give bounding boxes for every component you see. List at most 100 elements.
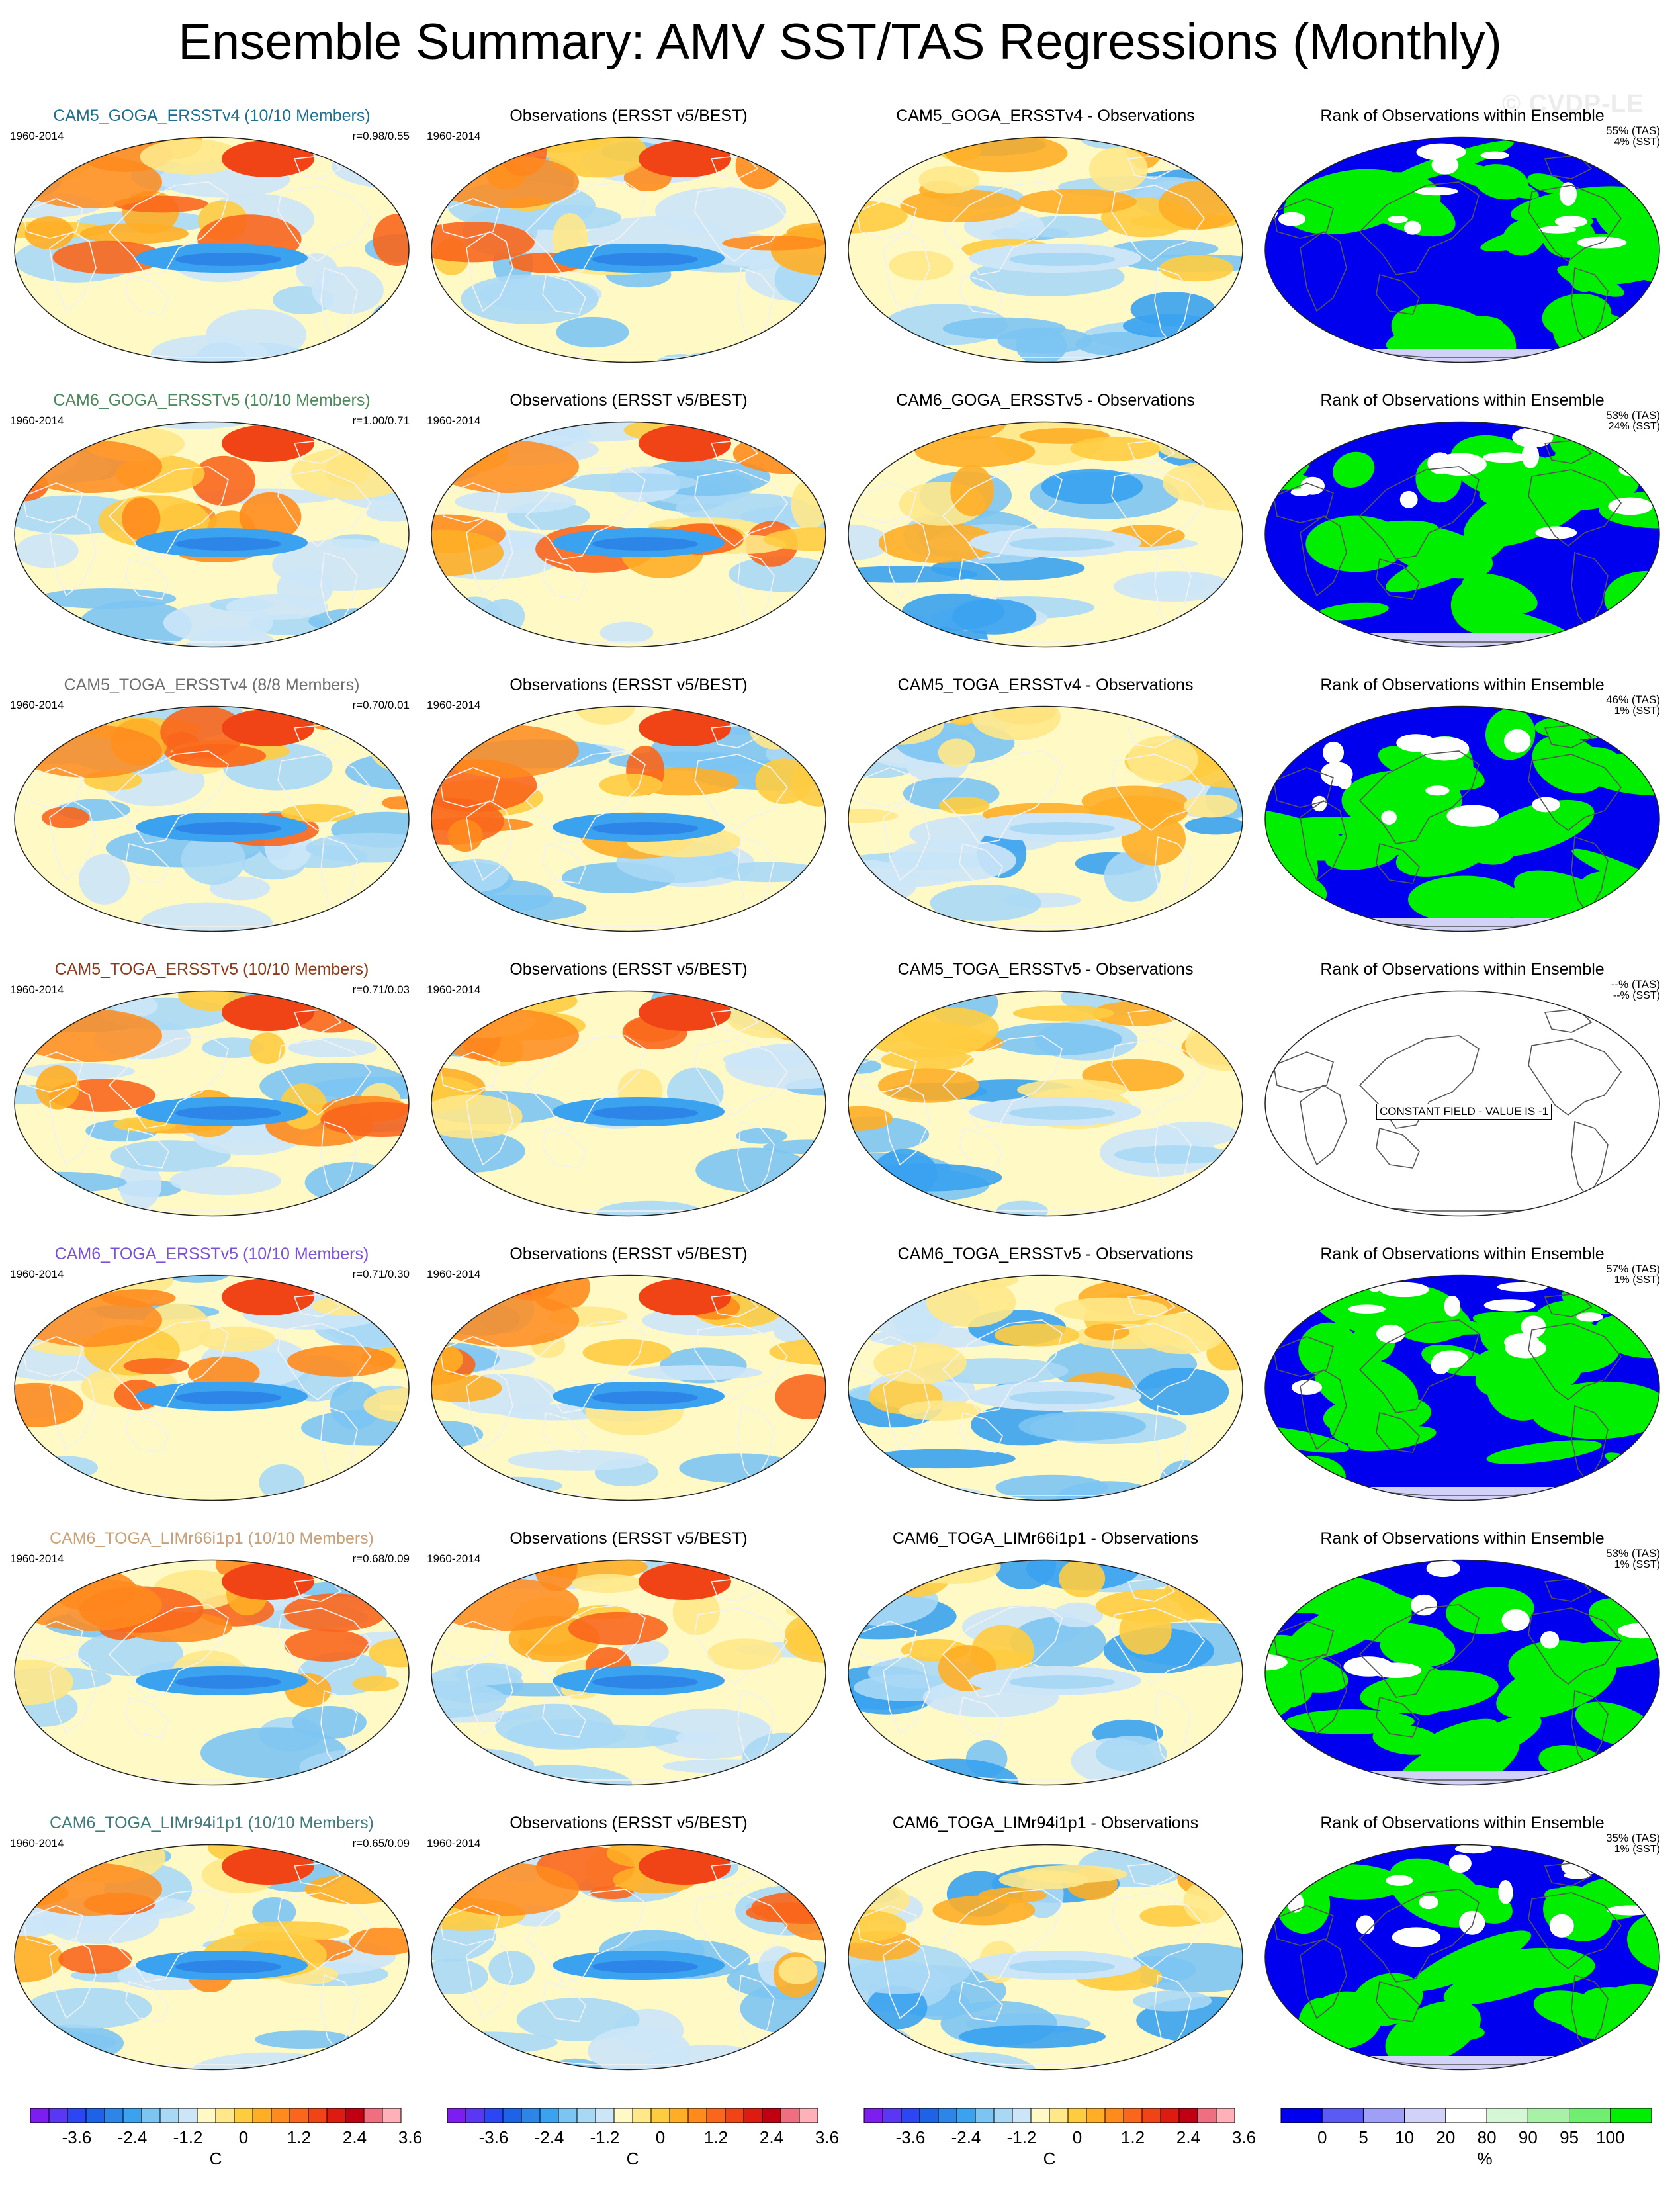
pattern-correlation-label: r=1.00/0.71 bbox=[352, 414, 410, 427]
colorbar-swatch bbox=[197, 2108, 216, 2123]
panel-title: CAM6_TOGA_LIMr66i1p1 (10/10 Members) bbox=[49, 1529, 374, 1548]
panel-title: CAM5_GOGA_ERSSTv4 (10/10 Members) bbox=[53, 107, 371, 125]
colorbar-tick-label: -1.2 bbox=[173, 2127, 203, 2147]
colorbar-swatch bbox=[382, 2108, 402, 2123]
panel-r5-c1: CAM6_TOGA_ERSSTv5 (10/10 Members) 1960-20… bbox=[10, 1244, 414, 1509]
sst-rank-label: --% (SST) bbox=[1613, 990, 1660, 1001]
colorbar-tick-label: 3.6 bbox=[1231, 2127, 1257, 2147]
colorbar-tick-label: -1.2 bbox=[1006, 2127, 1037, 2147]
panel-r2-c3: CAM6_GOGA_ERSSTv5 - Observations bbox=[844, 390, 1247, 655]
colorbar-swatch bbox=[1067, 2108, 1087, 2123]
colorbar-swatch bbox=[122, 2108, 142, 2123]
model-regression-map bbox=[14, 990, 410, 1217]
period-label: 1960-2014 bbox=[427, 983, 481, 996]
colorbar-swatch bbox=[1160, 2108, 1180, 2123]
colorbar-swatch bbox=[1197, 2108, 1217, 2123]
colorbar-tick-label: 90 bbox=[1518, 2127, 1538, 2147]
panel-title: Observations (ERSST v5/BEST) bbox=[509, 391, 748, 410]
colorbar-swatch bbox=[326, 2108, 346, 2123]
colorbar-swatch bbox=[48, 2108, 68, 2123]
colorbar-swatches bbox=[863, 2108, 1235, 2123]
panel-r3-c2: Observations (ERSST v5/BEST) 1960-2014 bbox=[427, 675, 830, 940]
colorbar-swatch bbox=[863, 2108, 883, 2123]
colorbar-swatch bbox=[1123, 2108, 1143, 2123]
colorbar-swatch bbox=[780, 2108, 800, 2123]
colorbar-swatch bbox=[30, 2108, 50, 2123]
period-label: 1960-2014 bbox=[427, 1552, 481, 1565]
colorbar-swatch bbox=[345, 2108, 365, 2123]
panel-title: Rank of Observations within Ensemble bbox=[1320, 676, 1605, 694]
colorbar-swatch bbox=[1216, 2108, 1235, 2123]
colorbar-swatch bbox=[178, 2108, 198, 2123]
colorbar-swatches bbox=[447, 2108, 818, 2123]
panel-title: Rank of Observations within Ensemble bbox=[1320, 391, 1605, 410]
colorbar-swatch bbox=[215, 2108, 235, 2123]
panel-title: Rank of Observations within Ensemble bbox=[1320, 107, 1605, 125]
colorbar-tick-label: -2.4 bbox=[951, 2127, 981, 2147]
difference-map bbox=[848, 1559, 1243, 1786]
colorbar-swatch bbox=[539, 2108, 559, 2123]
colorbar-swatches bbox=[1280, 2108, 1652, 2123]
colorbar-swatch bbox=[993, 2108, 1013, 2123]
colorbar-tick-label: 2.4 bbox=[342, 2127, 367, 2147]
colorbar-swatch bbox=[104, 2108, 124, 2123]
colorbar-swatch bbox=[1280, 2108, 1323, 2123]
panel-r1-c3: CAM5_GOGA_ERSSTv4 - Observations bbox=[844, 106, 1247, 371]
sst-rank-label: 24% (SST) bbox=[1608, 421, 1660, 432]
period-label: 1960-2014 bbox=[427, 414, 481, 427]
tas-rank-label: 53% (TAS) bbox=[1606, 409, 1660, 422]
panel-title: CAM5_TOGA_ERSSTv4 (8/8 Members) bbox=[64, 676, 360, 694]
colorbar-unit-label: C bbox=[626, 2149, 639, 2168]
pattern-correlation-label: r=0.71/0.03 bbox=[352, 983, 410, 996]
colorbar-swatch bbox=[234, 2108, 253, 2123]
difference-map bbox=[848, 421, 1243, 648]
colorbar-swatch bbox=[67, 2108, 87, 2123]
panel-r4-c4: Rank of Observations within Ensemble --% … bbox=[1260, 959, 1664, 1224]
panel-r3-c4: Rank of Observations within Ensemble 46% … bbox=[1260, 675, 1664, 940]
colorbar-swatch bbox=[252, 2108, 272, 2123]
panel-title: CAM5_TOGA_ERSSTv5 - Observations bbox=[897, 960, 1194, 979]
panel-title: Rank of Observations within Ensemble bbox=[1320, 1529, 1605, 1548]
colorbar-unit-label: C bbox=[209, 2149, 222, 2168]
panel-r5-c2: Observations (ERSST v5/BEST) 1960-2014 bbox=[427, 1244, 830, 1509]
period-label: 1960-2014 bbox=[10, 699, 64, 711]
colorbar-swatch bbox=[308, 2108, 328, 2123]
colorbar-swatch bbox=[576, 2108, 596, 2123]
colorbar-swatch bbox=[669, 2108, 689, 2123]
colorbar-swatch bbox=[141, 2108, 161, 2123]
rank-map bbox=[1264, 1844, 1660, 2071]
colorbar-swatch bbox=[1404, 2108, 1446, 2123]
colorbar-swatch bbox=[882, 2108, 902, 2123]
panel-title: Observations (ERSST v5/BEST) bbox=[509, 1814, 748, 1832]
difference-map bbox=[848, 1274, 1243, 1501]
colorbar-tick-label: 10 bbox=[1395, 2127, 1415, 2147]
figure-title: Ensemble Summary: AMV SST/TAS Regression… bbox=[178, 14, 1502, 70]
colorbar-swatch bbox=[521, 2108, 541, 2123]
pattern-correlation-label: r=0.65/0.09 bbox=[352, 1837, 410, 1850]
tas-rank-label: --% (TAS) bbox=[1611, 978, 1660, 991]
tas-rank-label: 46% (TAS) bbox=[1606, 693, 1660, 706]
panel-r7-c4: Rank of Observations within Ensemble 35% … bbox=[1260, 1813, 1664, 2078]
colorbar-swatch bbox=[1141, 2108, 1161, 2123]
colorbar-swatch bbox=[901, 2108, 920, 2123]
tas-rank-label: 35% (TAS) bbox=[1606, 1832, 1660, 1844]
colorbar-swatch bbox=[85, 2108, 105, 2123]
colorbar-tick-label: 2.4 bbox=[759, 2127, 784, 2147]
model-regression-map bbox=[14, 1844, 410, 2071]
watermark-logo: © CVDP-LE bbox=[1502, 90, 1644, 118]
panel-r4-c1: CAM5_TOGA_ERSSTv5 (10/10 Members) 1960-20… bbox=[10, 959, 414, 1224]
colorbar-swatch bbox=[502, 2108, 522, 2123]
panel-r5-c4: Rank of Observations within Ensemble 57% … bbox=[1260, 1244, 1664, 1509]
colorbar-swatch bbox=[1569, 2108, 1611, 2123]
colorbar-swatch bbox=[465, 2108, 485, 2123]
colorbar-swatch bbox=[919, 2108, 939, 2123]
panel-r2-c1: CAM6_GOGA_ERSSTv5 (10/10 Members) 1960-20… bbox=[10, 390, 414, 655]
model-regression-map bbox=[14, 1559, 410, 1786]
colorbar-tick-label: 0 bbox=[238, 2127, 249, 2147]
panel-r5-c3: CAM6_TOGA_ERSSTv5 - Observations bbox=[844, 1244, 1247, 1509]
rank-map bbox=[1264, 990, 1660, 1217]
panel-r6-c3: CAM6_TOGA_LIMr66i1p1 - Observations bbox=[844, 1529, 1247, 1793]
panel-r6-c1: CAM6_TOGA_LIMr66i1p1 (10/10 Members) 1960… bbox=[10, 1529, 414, 1793]
period-label: 1960-2014 bbox=[10, 1552, 64, 1565]
colorbar-swatch bbox=[1178, 2108, 1198, 2123]
